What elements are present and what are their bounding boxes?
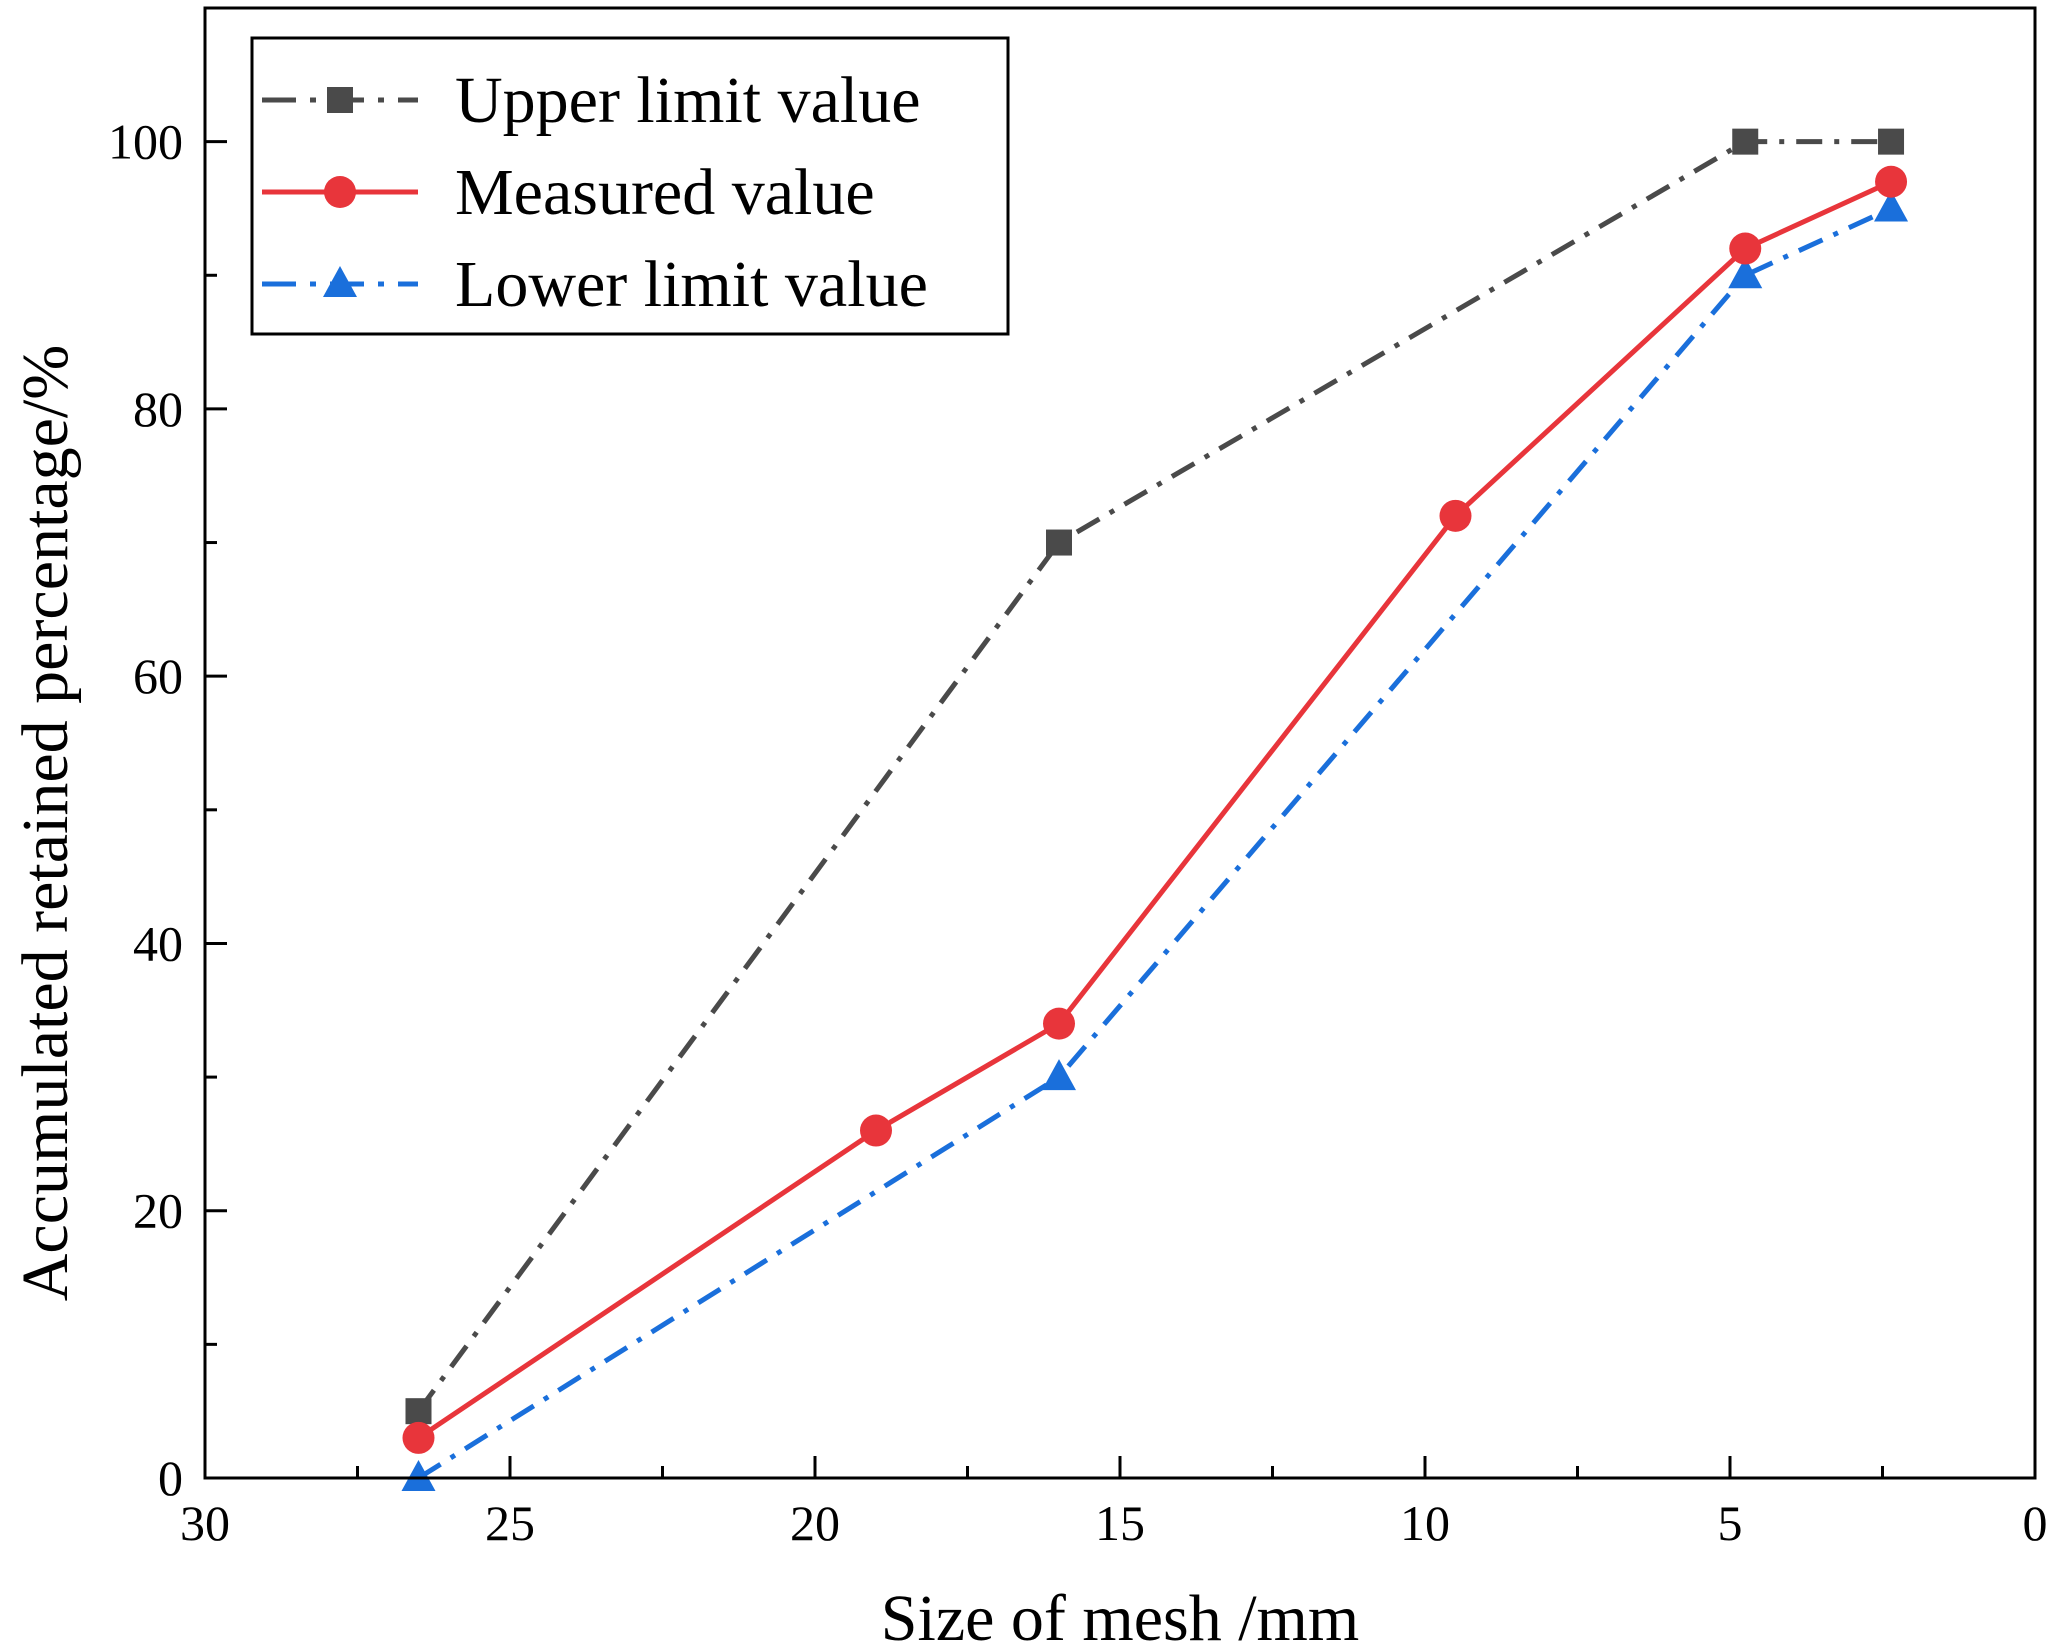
data-point bbox=[1729, 232, 1762, 265]
data-point bbox=[405, 1398, 432, 1425]
y-tick-label: 60 bbox=[133, 648, 183, 704]
series-line bbox=[417, 206, 1893, 1481]
y-tick-label: 80 bbox=[133, 381, 183, 437]
legend-label: Lower limit value bbox=[455, 248, 928, 321]
y-tick-label: 40 bbox=[133, 915, 183, 971]
x-tick-label: 0 bbox=[2023, 1495, 2048, 1551]
x-tick-label: 25 bbox=[485, 1495, 535, 1551]
data-point bbox=[1875, 165, 1908, 198]
series-line bbox=[416, 139, 1892, 1413]
data-point bbox=[1439, 499, 1472, 532]
series-lower-limit-value bbox=[401, 190, 1909, 1491]
data-point bbox=[401, 1460, 436, 1491]
data-point bbox=[860, 1114, 892, 1147]
data-point bbox=[1874, 190, 1909, 222]
data-point bbox=[1042, 1059, 1076, 1091]
series-line bbox=[417, 179, 1893, 1440]
data-point bbox=[1732, 128, 1759, 155]
series-measured-value bbox=[402, 165, 1908, 1454]
series-layer bbox=[401, 128, 1909, 1491]
legend: Upper limit value Measured value Lower lim… bbox=[250, 36, 1010, 336]
x-tick-label: 20 bbox=[790, 1495, 840, 1551]
legend-label: Measured value bbox=[455, 156, 875, 229]
x-tick-label: 10 bbox=[1400, 1495, 1450, 1551]
x-tick-label: 5 bbox=[1718, 1495, 1743, 1551]
x-tick-label: 15 bbox=[1095, 1495, 1145, 1551]
legend-label: Upper limit value bbox=[455, 64, 921, 137]
legend-marker bbox=[324, 176, 356, 208]
data-point bbox=[1878, 128, 1905, 155]
legend-marker bbox=[323, 266, 357, 297]
data-point bbox=[402, 1421, 435, 1454]
data-point bbox=[1728, 257, 1763, 289]
x-tick-label: 30 bbox=[180, 1495, 230, 1551]
y-tick-label: 100 bbox=[108, 114, 183, 170]
y-tick-label: 20 bbox=[133, 1183, 183, 1239]
data-point bbox=[1043, 1007, 1075, 1040]
data-point bbox=[1046, 529, 1072, 556]
series-upper-limit-value bbox=[405, 128, 1905, 1425]
y-axis-title: Accumulated retained percentage/% bbox=[9, 345, 82, 1301]
x-axis-title: Size of mesh /mm bbox=[881, 1582, 1359, 1647]
y-tick-label: 0 bbox=[158, 1450, 183, 1506]
tick-layer: 30 25 20 15 10 5 0 0 20 40 60 80 100 bbox=[108, 114, 2048, 1551]
legend-marker bbox=[327, 87, 353, 113]
